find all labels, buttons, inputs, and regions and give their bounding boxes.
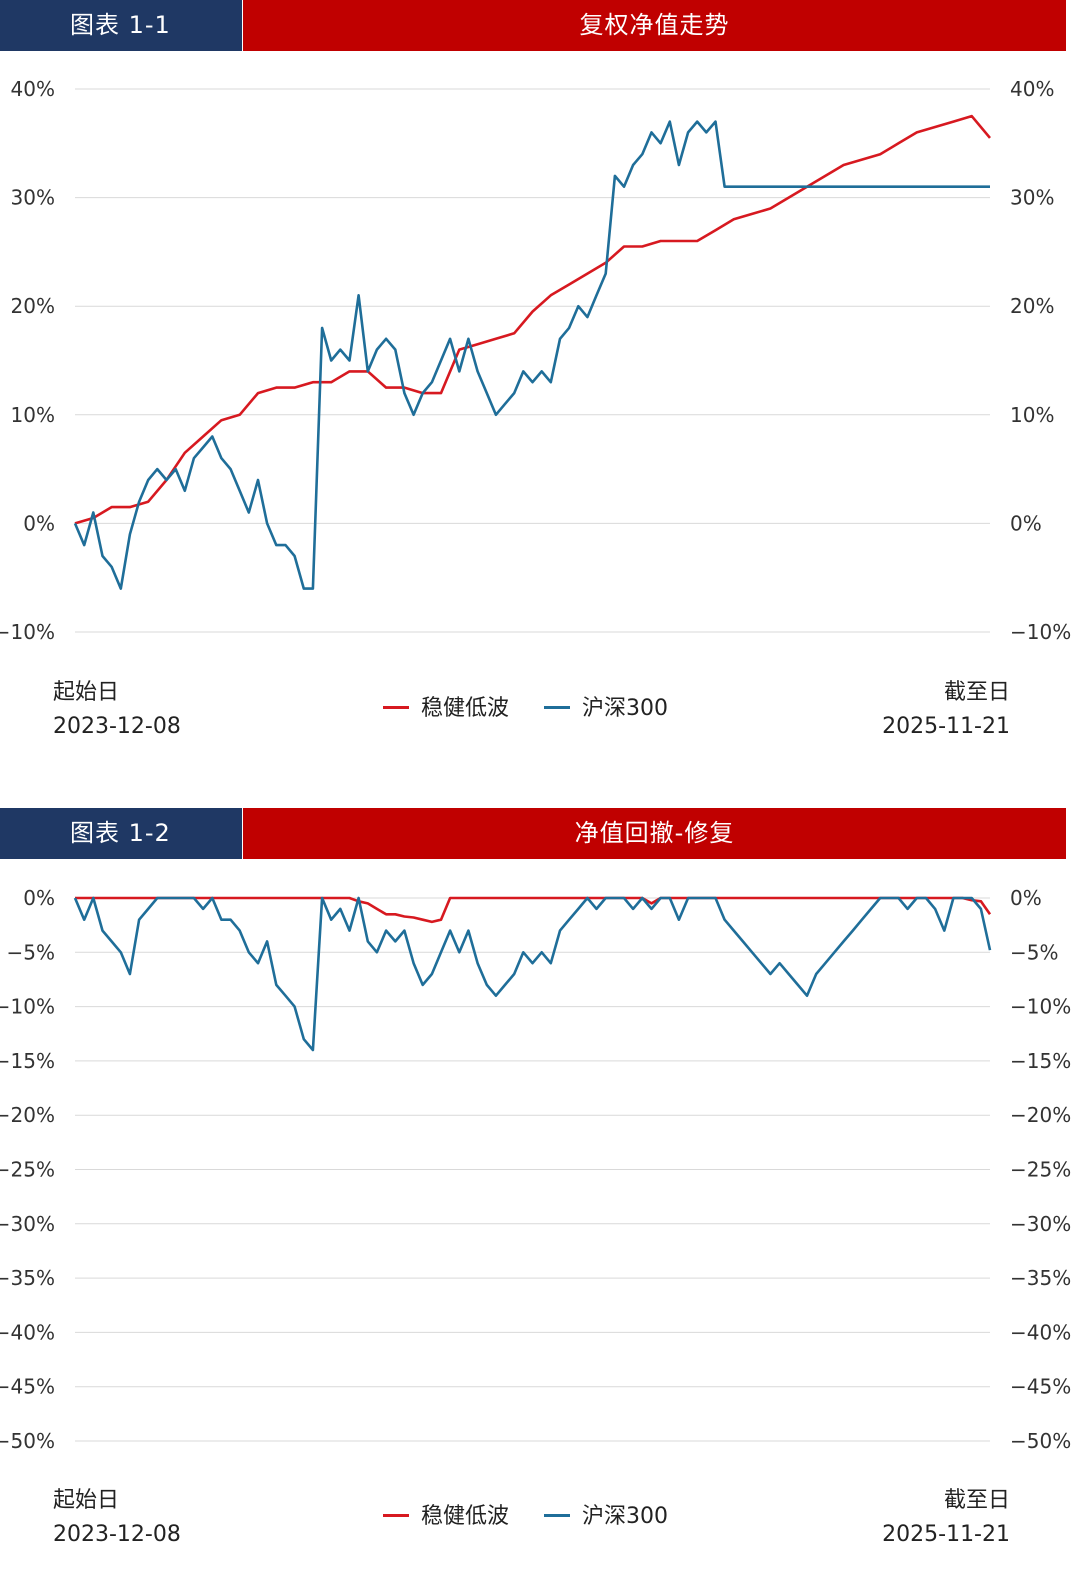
y-tick-label-right: −10% [1010,620,1071,644]
legend-item-b: 沪深300 [544,1500,668,1534]
legend-label-a: 稳健低波 [421,1504,510,1529]
series-line-csi300 [73,896,992,1052]
series-line-steady-low-vol [75,896,992,924]
legend-swatch-a [383,1513,409,1517]
panel-header: 图表 1-1 复权净值走势 [0,0,1066,51]
y-tick-label-left: −25% [0,1158,55,1182]
y-tick-label-left: 10% [11,403,55,427]
legend-swatch-b [544,1513,571,1517]
chart-panel-1: 图表 1-1 复权净值走势 −10% −10% 0% 0% 10% 10% 20% 20% 30… [0,0,1080,756]
y-tick-label-left: 40% [11,77,55,101]
y-tick-label-right: 10% [1010,403,1054,427]
y-tick-label-left: −15% [0,1049,55,1073]
y-tick-label-left: 20% [11,294,55,318]
y-tick-label-right: −25% [1010,1158,1071,1182]
start-block: 起始日 2023-12-08 [53,1484,181,1552]
drawdown-chart: 0% 0% −5% −5% −10% −10% −15% −15% −20% −20% −25% −2… [0,886,1071,1453]
y-tick-label-left: 0% [23,886,55,910]
y-tick-label-left: 30% [11,186,55,210]
y-tick-label-right: −5% [1010,940,1059,964]
end-label: 截至日 [943,1488,1010,1513]
y-tick-label-right: −10% [1010,995,1071,1019]
y-tick-label-left: −30% [0,1212,55,1236]
y-tick-label-left: −40% [0,1320,55,1344]
legend-item-b: 沪深300 [544,692,668,726]
chart-footer: 起始日 2023-12-08 稳健低波 沪深300 截至日 2025-11-21 [0,1484,1080,1564]
start-date: 2023-12-08 [53,714,181,739]
legend-swatch-a [383,705,409,709]
y-tick-label-right: −20% [1010,1103,1071,1127]
y-tick-label-left: −5% [7,940,56,964]
end-label: 截至日 [943,680,1010,705]
y-tick-label-left: −35% [0,1266,55,1290]
legend-label-a: 稳健低波 [421,696,510,721]
y-tick-label-right: −40% [1010,1320,1071,1344]
legend: 稳健低波 沪深300 [383,1500,696,1534]
y-tick-label-left: −20% [0,1103,55,1127]
start-block: 起始日 2023-12-08 [53,676,181,744]
y-tick-label-right: −15% [1010,1049,1071,1073]
y-tick-label-left: −50% [0,1429,55,1453]
y-tick-label-right: −35% [1010,1266,1071,1290]
start-label: 起始日 [53,680,120,705]
y-tick-label-right: 30% [1010,186,1054,210]
end-block: 截至日 2025-11-21 [882,676,1010,744]
start-label: 起始日 [53,1488,120,1513]
y-tick-label-right: 0% [1010,886,1042,910]
y-tick-label-right: 0% [1010,511,1042,535]
y-tick-label-right: 40% [1010,77,1054,101]
end-date: 2025-11-21 [882,1522,1010,1547]
chart-panel-2: 图表 1-2 净值回撤-修复 0% 0% −5% −5% −10% −10% −15% −15… [0,808,1080,1589]
legend-item-a: 稳健低波 [383,1500,509,1534]
end-date: 2025-11-21 [882,714,1010,739]
panel-header: 图表 1-2 净值回撤-修复 [0,808,1066,859]
y-tick-label-left: 0% [23,511,55,535]
y-tick-label-left: −10% [0,620,55,644]
y-tick-label-right: −30% [1010,1212,1071,1236]
series-line-steady-low-vol [74,114,991,525]
chart-footer: 起始日 2023-12-08 稳健低波 沪深300 截至日 2025-11-21 [0,676,1080,756]
chart-tag: 图表 1-1 [0,0,242,51]
chart-title: 净值回撤-修复 [243,808,1066,859]
end-block: 截至日 2025-11-21 [882,1484,1010,1552]
nav-trend-chart: −10% −10% 0% 0% 10% 10% 20% 20% 30% 30% 40% 40% [0,77,1071,644]
legend-item-a: 稳健低波 [383,692,509,726]
chart-title: 复权净值走势 [243,0,1066,51]
series-line-csi300 [73,120,990,590]
y-tick-label-right: 20% [1010,294,1054,318]
y-tick-label-right: −50% [1010,1429,1071,1453]
y-tick-label-right: −45% [1010,1375,1071,1399]
legend: 稳健低波 沪深300 [383,692,696,726]
start-date: 2023-12-08 [53,1522,181,1547]
y-tick-label-left: −45% [0,1375,55,1399]
legend-label-b: 沪深300 [582,1504,669,1529]
y-tick-label-left: −10% [0,995,55,1019]
legend-swatch-b [544,705,571,709]
chart-tag: 图表 1-2 [0,808,242,859]
legend-label-b: 沪深300 [582,696,669,721]
